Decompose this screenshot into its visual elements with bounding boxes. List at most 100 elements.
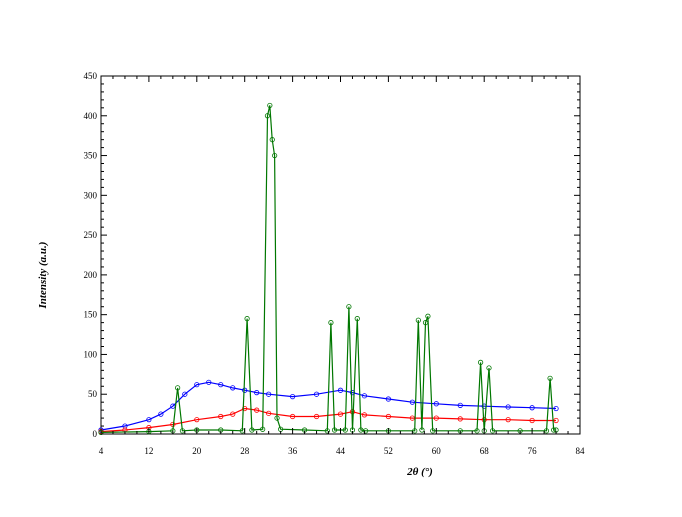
x-tick-label: 84 bbox=[576, 446, 586, 456]
plot-frame bbox=[100, 75, 581, 435]
series-point bbox=[264, 113, 271, 119]
series-point bbox=[363, 428, 369, 434]
y-tick-label: 450 bbox=[84, 71, 98, 81]
series-point bbox=[218, 413, 224, 420]
series-point bbox=[146, 417, 152, 423]
series-point bbox=[505, 417, 511, 423]
series-point bbox=[342, 427, 348, 433]
series-point bbox=[474, 428, 480, 434]
series-point bbox=[361, 412, 368, 418]
series-point bbox=[385, 396, 391, 402]
x-axis-ticks: 4 12 20 28 36 44 52 60 68 76 84 bbox=[99, 76, 585, 456]
series-point bbox=[358, 427, 364, 433]
series-point bbox=[412, 428, 418, 434]
series-point bbox=[230, 385, 236, 391]
series-point bbox=[547, 375, 553, 381]
x-tick-label: 68 bbox=[480, 446, 490, 456]
series-point bbox=[486, 365, 492, 371]
x-tick-label: 60 bbox=[432, 446, 442, 456]
x-axis-title: 2θ (°) bbox=[406, 466, 433, 478]
series-point bbox=[182, 391, 188, 397]
series-point bbox=[313, 391, 320, 397]
series-point bbox=[505, 404, 511, 410]
plot-area-border bbox=[100, 75, 581, 435]
series-point bbox=[354, 316, 360, 322]
x-tick-label: 76 bbox=[528, 446, 538, 456]
series-point bbox=[361, 393, 368, 399]
y-tick-label: 350 bbox=[84, 151, 98, 161]
series-point bbox=[313, 413, 320, 420]
series-line bbox=[100, 407, 556, 433]
series-point bbox=[328, 320, 334, 326]
series-point bbox=[430, 428, 436, 434]
series-point bbox=[419, 427, 425, 433]
y-tick-label: 50 bbox=[88, 389, 98, 399]
series-point bbox=[230, 411, 236, 417]
series-point bbox=[179, 428, 186, 434]
series-point bbox=[478, 359, 484, 365]
series-point bbox=[274, 415, 280, 421]
series-point bbox=[254, 407, 260, 413]
series-point bbox=[551, 427, 557, 433]
y-axis-title: Intensity (a.u.) bbox=[37, 242, 49, 310]
y-tick-label: 250 bbox=[84, 230, 98, 240]
series-point bbox=[543, 428, 550, 434]
x-tick-label: 20 bbox=[192, 446, 202, 456]
series-point bbox=[289, 394, 296, 400]
y-tick-label: 150 bbox=[84, 310, 98, 320]
series-point bbox=[324, 428, 330, 434]
series-point bbox=[175, 385, 181, 391]
series-point bbox=[122, 423, 128, 429]
series-point bbox=[244, 316, 250, 322]
series-point bbox=[249, 427, 255, 433]
series-point bbox=[206, 379, 212, 385]
series-point bbox=[553, 405, 559, 412]
series-point bbox=[254, 390, 260, 396]
series-point bbox=[409, 399, 415, 405]
series-point bbox=[529, 405, 535, 411]
series-point bbox=[158, 411, 164, 417]
series-point bbox=[289, 413, 296, 420]
x-tick-label: 44 bbox=[336, 446, 346, 456]
x-tick-label: 12 bbox=[144, 446, 153, 456]
series-point bbox=[425, 313, 431, 319]
series-point bbox=[337, 411, 344, 417]
series-point bbox=[267, 102, 273, 109]
series-point bbox=[269, 137, 275, 143]
x-tick-label: 52 bbox=[384, 446, 393, 456]
y-tick-label: 200 bbox=[84, 270, 98, 280]
series-point bbox=[242, 405, 248, 412]
series-line bbox=[100, 381, 557, 431]
y-tick-label: 400 bbox=[84, 111, 98, 121]
series-point bbox=[457, 402, 463, 408]
series-point bbox=[489, 428, 496, 434]
y-tick-label: 100 bbox=[84, 349, 98, 359]
series-point bbox=[194, 382, 200, 388]
series-point bbox=[346, 304, 352, 310]
series-point bbox=[385, 413, 391, 420]
series-point bbox=[331, 427, 338, 433]
series-point bbox=[529, 417, 535, 424]
y-tick-label: 0 bbox=[93, 429, 98, 439]
series-layer bbox=[98, 102, 559, 436]
series-line bbox=[100, 105, 556, 433]
x-tick-label: 4 bbox=[99, 446, 104, 456]
series-2 bbox=[98, 102, 559, 436]
series-point bbox=[457, 416, 463, 422]
series-point bbox=[422, 320, 429, 326]
x-tick-label: 36 bbox=[288, 446, 298, 456]
series-point bbox=[194, 417, 200, 423]
series-point bbox=[266, 410, 272, 416]
series-point bbox=[218, 382, 224, 388]
series-point bbox=[337, 387, 344, 393]
series-point bbox=[260, 426, 266, 432]
series-point bbox=[553, 417, 559, 424]
y-tick-label: 300 bbox=[84, 190, 98, 200]
series-point bbox=[272, 152, 278, 159]
series-point bbox=[266, 391, 272, 397]
series-point bbox=[433, 401, 439, 407]
x-tick-label: 28 bbox=[240, 446, 250, 456]
y-axis-ticks: 0 50 100 150 200 250 300 350 400 450 bbox=[84, 71, 580, 439]
